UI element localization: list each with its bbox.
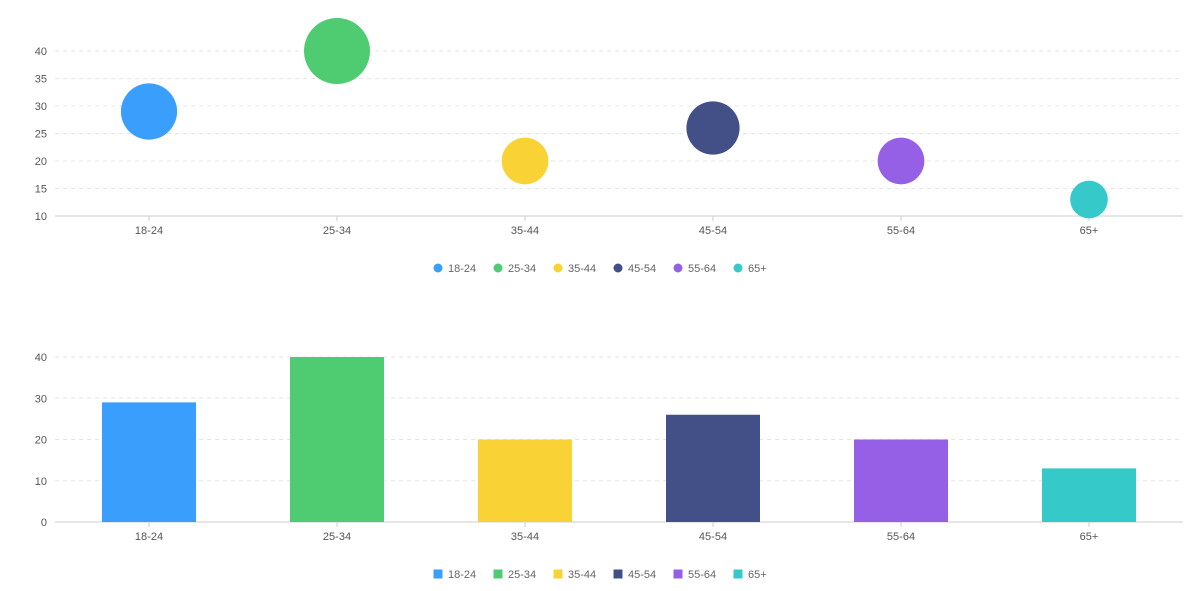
x-tick-label-25-34: 25-34 [323, 225, 351, 237]
legend-marker [673, 569, 683, 579]
bubble-25-34[interactable] [304, 18, 370, 84]
legend-label: 18-24 [448, 569, 476, 581]
legend-marker [733, 569, 743, 579]
legend-marker [673, 263, 683, 273]
legend-label: 35-44 [568, 263, 596, 275]
legend-marker [433, 569, 443, 579]
legend-label: 65+ [748, 569, 767, 581]
y-tick-label: 10 [35, 211, 47, 223]
legend-label: 45-54 [628, 263, 656, 275]
x-tick-label-35-44: 35-44 [511, 531, 539, 543]
legend-label: 55-64 [688, 263, 716, 275]
bar-25-34[interactable] [290, 357, 384, 522]
bar-18-24[interactable] [102, 402, 196, 522]
legend-item-25-34[interactable]: 25-34 [493, 263, 537, 275]
bar-55-64[interactable] [854, 439, 948, 523]
y-tick-label: 0 [41, 517, 47, 529]
bubble-18-24[interactable] [120, 83, 178, 140]
legend-marker [613, 569, 623, 579]
y-tick-label: 15 [35, 184, 47, 196]
bubble-35-44[interactable] [501, 137, 549, 185]
legend-item-65plus[interactable]: 65+ [733, 263, 767, 275]
bubble-45-54[interactable] [686, 101, 740, 155]
legend-marker [493, 263, 503, 273]
bar-65plus[interactable] [1042, 468, 1136, 522]
legend-item-45-54[interactable]: 45-54 [613, 569, 657, 581]
legend-item-55-64[interactable]: 55-64 [673, 569, 717, 581]
x-tick-label-45-54: 45-54 [699, 531, 727, 543]
bubble-65plus[interactable] [1070, 180, 1108, 219]
legend-marker [433, 263, 443, 273]
legend-label: 25-34 [508, 569, 536, 581]
legend-item-45-54[interactable]: 45-54 [613, 263, 657, 275]
y-tick-label: 20 [35, 156, 47, 168]
y-tick-label: 30 [35, 101, 47, 113]
legend-marker [613, 263, 623, 273]
x-tick-label-25-34: 25-34 [323, 531, 351, 543]
legend-item-35-44[interactable]: 35-44 [553, 569, 597, 581]
legend-label: 18-24 [448, 263, 476, 275]
y-tick-label: 10 [35, 476, 47, 488]
legend-item-55-64[interactable]: 55-64 [673, 263, 717, 275]
legend-marker [493, 569, 503, 579]
x-tick-label-18-24: 18-24 [135, 531, 163, 543]
legend-marker [553, 569, 563, 579]
legend-label: 35-44 [568, 569, 596, 581]
x-tick-label-18-24: 18-24 [135, 225, 163, 237]
y-tick-label: 30 [35, 393, 47, 405]
legend-item-35-44[interactable]: 35-44 [553, 263, 597, 275]
legend-item-18-24[interactable]: 18-24 [433, 263, 477, 275]
x-tick-label-65plus: 65+ [1080, 531, 1099, 543]
y-tick-label: 35 [35, 74, 47, 86]
x-tick-label-55-64: 55-64 [887, 225, 915, 237]
legend-label: 55-64 [688, 569, 716, 581]
x-tick-label-35-44: 35-44 [511, 225, 539, 237]
legend-item-18-24[interactable]: 18-24 [433, 569, 477, 581]
legend-item-65plus[interactable]: 65+ [733, 569, 767, 581]
y-tick-label: 40 [35, 352, 47, 364]
y-tick-label: 20 [35, 435, 47, 447]
y-tick-label: 40 [35, 46, 47, 58]
bar-chart: 0 10 20 30 40 18-24 25-34 35-44 45-54 55-64 65+ 18-… [35, 352, 1183, 581]
x-tick-label-45-54: 45-54 [699, 225, 727, 237]
legend-label: 65+ [748, 263, 767, 275]
legend-marker [733, 263, 743, 273]
bar-35-44[interactable] [478, 439, 572, 523]
bar-45-54[interactable] [666, 414, 760, 522]
y-tick-label: 25 [35, 129, 47, 141]
legend-item-25-34[interactable]: 25-34 [493, 569, 537, 581]
legend-label: 45-54 [628, 569, 656, 581]
x-tick-label-65plus: 65+ [1080, 225, 1099, 237]
legend-label: 25-34 [508, 263, 536, 275]
x-tick-label-55-64: 55-64 [887, 531, 915, 543]
bubble-55-64[interactable] [877, 137, 925, 185]
bubble-chart: 10 15 20 25 30 35 40 18-24 25-34 35-44 45-54 55-64 6… [35, 18, 1183, 275]
legend-marker [553, 263, 563, 273]
